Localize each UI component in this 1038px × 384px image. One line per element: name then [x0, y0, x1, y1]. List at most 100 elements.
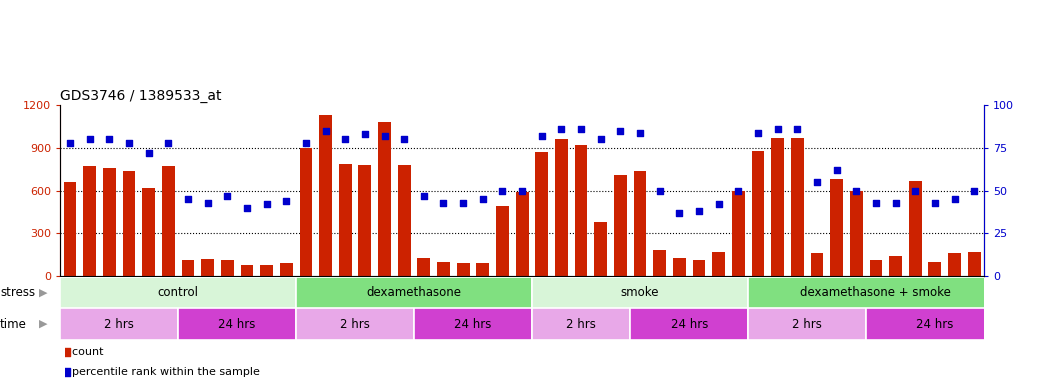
Point: [395, 136, 412, 142]
Bar: [241, 265, 253, 276]
Text: ▶: ▶: [39, 319, 48, 329]
Bar: [319, 115, 332, 276]
Bar: [630, 308, 748, 340]
Bar: [103, 168, 115, 276]
Point: [632, 129, 649, 136]
Bar: [555, 139, 568, 276]
Bar: [300, 148, 312, 276]
Point: [415, 193, 432, 199]
Bar: [692, 260, 706, 276]
Point: [494, 188, 511, 194]
Point: [140, 150, 157, 156]
Point: [947, 196, 963, 202]
Point: [455, 200, 471, 206]
Point: [612, 128, 629, 134]
Point: [318, 128, 334, 134]
Bar: [162, 166, 174, 276]
Bar: [338, 164, 352, 276]
Bar: [614, 175, 627, 276]
Bar: [63, 182, 77, 276]
Bar: [516, 192, 528, 276]
Bar: [595, 222, 607, 276]
Bar: [296, 277, 531, 308]
Bar: [417, 258, 430, 276]
Point: [298, 140, 315, 146]
Bar: [633, 171, 647, 276]
Bar: [948, 253, 961, 276]
Text: count: count: [65, 347, 104, 357]
Point: [573, 126, 590, 132]
Point: [357, 131, 374, 137]
Point: [101, 136, 117, 142]
Bar: [870, 260, 882, 276]
Bar: [830, 179, 843, 276]
Bar: [531, 277, 748, 308]
Text: 24 hrs: 24 hrs: [455, 318, 492, 331]
Point: [828, 167, 845, 173]
Point: [337, 136, 354, 142]
Point: [199, 200, 216, 206]
Point: [81, 136, 98, 142]
Point: [120, 140, 137, 146]
Bar: [967, 252, 981, 276]
Bar: [142, 188, 155, 276]
Bar: [398, 165, 411, 276]
Point: [671, 210, 687, 216]
Point: [258, 201, 275, 207]
Bar: [122, 171, 135, 276]
Bar: [929, 262, 941, 276]
Bar: [771, 138, 784, 276]
Bar: [261, 265, 273, 276]
Bar: [850, 191, 863, 276]
Bar: [60, 277, 296, 308]
Point: [435, 200, 452, 206]
Point: [769, 126, 786, 132]
Point: [749, 129, 766, 136]
Text: 2 hrs: 2 hrs: [104, 318, 134, 331]
Point: [690, 208, 707, 214]
Point: [887, 200, 904, 206]
Point: [160, 140, 176, 146]
Point: [652, 188, 668, 194]
Point: [106, 247, 122, 253]
Text: control: control: [158, 286, 198, 299]
Point: [219, 193, 236, 199]
Text: time: time: [0, 318, 27, 331]
Bar: [83, 166, 97, 276]
Bar: [378, 122, 391, 276]
Point: [809, 179, 825, 185]
Bar: [536, 152, 548, 276]
Text: stress: stress: [0, 286, 35, 299]
Bar: [179, 308, 296, 340]
Bar: [575, 145, 588, 276]
Point: [789, 126, 805, 132]
Text: percentile rank within the sample: percentile rank within the sample: [65, 367, 261, 377]
Bar: [866, 308, 1004, 340]
Bar: [437, 262, 449, 276]
Bar: [748, 277, 1004, 308]
Bar: [752, 151, 764, 276]
Point: [239, 205, 255, 211]
Text: 24 hrs: 24 hrs: [671, 318, 708, 331]
Text: smoke: smoke: [621, 286, 659, 299]
Point: [278, 198, 295, 204]
Bar: [201, 259, 214, 276]
Bar: [791, 138, 803, 276]
Bar: [732, 191, 744, 276]
Bar: [60, 308, 179, 340]
Bar: [414, 308, 531, 340]
Bar: [531, 308, 630, 340]
Text: 2 hrs: 2 hrs: [566, 318, 596, 331]
Bar: [457, 263, 469, 276]
Point: [848, 188, 865, 194]
Bar: [653, 250, 666, 276]
Point: [907, 188, 924, 194]
Text: dexamethasone + smoke: dexamethasone + smoke: [800, 286, 952, 299]
Point: [514, 188, 530, 194]
Text: 2 hrs: 2 hrs: [340, 318, 370, 331]
Text: 24 hrs: 24 hrs: [917, 318, 954, 331]
Bar: [811, 253, 823, 276]
Bar: [909, 181, 922, 276]
Point: [730, 188, 746, 194]
Point: [927, 200, 944, 206]
